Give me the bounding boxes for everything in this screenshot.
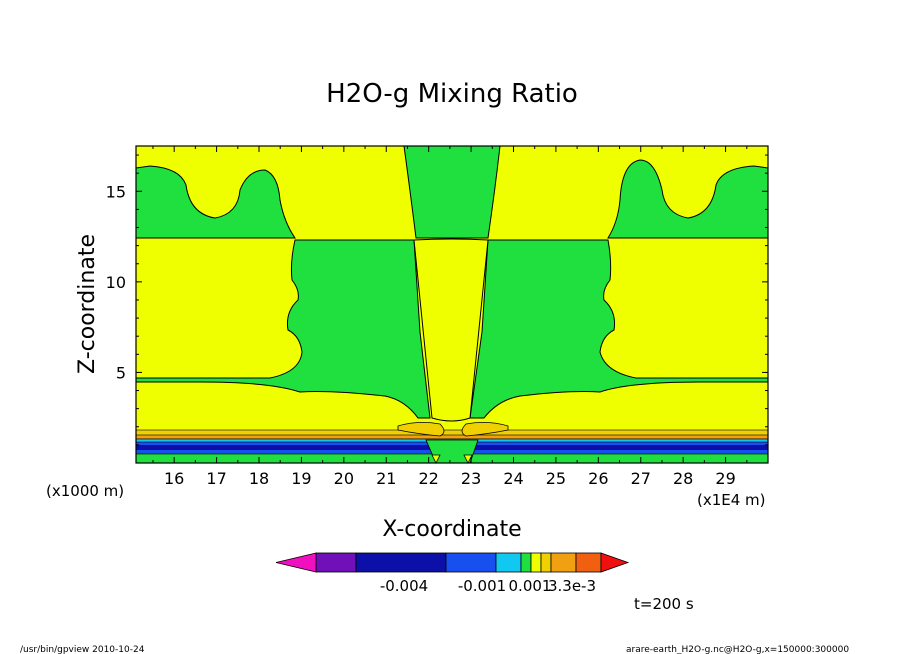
contour-fill-center-lens-right [461,422,509,437]
colorbar-arrow-low [275,552,317,573]
contour-fill-center-lens-left [397,422,445,437]
contour-plot-area [135,145,769,464]
x-tick-label: 20 [334,469,354,488]
time-label: t=200 s [634,595,694,613]
colorbar-tick-label: -0.004 [380,577,428,595]
colorbar-segment [355,552,447,573]
contour-fill-green-center-column [403,145,501,239]
x-tick-label: 17 [206,469,226,488]
colorbar-segment [495,552,522,573]
x-tick-label: 22 [418,469,438,488]
x-tick-label: 29 [715,469,735,488]
axes: 16 17 18 19 20 21 22 23 24 25 26 27 28 29 5 10 15 [106,146,768,488]
x-tick-label: 27 [631,469,651,488]
contour-fill-center-tip [431,454,473,464]
plot-frame [135,145,769,464]
x-tick-label: 24 [503,469,523,488]
colorbar-tick-label: 3.3e-3 [548,577,596,595]
contour-fill-yellow-center-wedge [413,238,489,422]
colorbar-segment [540,552,552,573]
colorbar-segment [575,552,602,573]
colorbar-segment [315,552,357,573]
footer-left: /usr/bin/gpview 2010-10-24 [20,645,145,654]
x-tick-label: 19 [291,469,311,488]
x-tick-label: 16 [164,469,184,488]
colorbar-segment [520,552,532,573]
x-tick-label: 18 [249,469,269,488]
x-unit-left: (x1000 m) [46,482,124,500]
x-unit-right: (x1E4 m) [697,491,766,509]
colorbar-tick-label: -0.001 [458,577,506,595]
x-tick-label: 28 [673,469,693,488]
contour-fill-green-upper-right [607,159,769,239]
colorbar-tick-label: 0.001 [509,577,552,595]
x-tick-label: 26 [588,469,608,488]
contour-band-orange-2 [135,434,769,440]
contour-fill-green-upper-left [135,165,296,239]
footer-right: arare-earth_H2O-g.nc@H2O-g,x=150000:3000… [626,645,849,654]
y-tick-label: 5 [116,363,126,382]
y-tick-label: 15 [106,182,126,201]
x-tick-label: 23 [461,469,481,488]
y-axis-label: Z-coordinate [75,234,100,374]
x-tick-label: 25 [546,469,566,488]
y-tick-label: 10 [106,273,126,292]
x-axis-label: X-coordinate [382,517,521,542]
contour-fill-green-middle-right [469,239,769,419]
colorbar-segment [445,552,497,573]
colorbar-arrow-high [600,552,630,573]
x-tick-label: 21 [376,469,396,488]
colorbar-segment [530,552,542,573]
colorbar-segment [550,552,577,573]
chart-title: H2O-g Mixing Ratio [326,79,578,109]
contour-fill-green-middle-left [135,239,431,419]
